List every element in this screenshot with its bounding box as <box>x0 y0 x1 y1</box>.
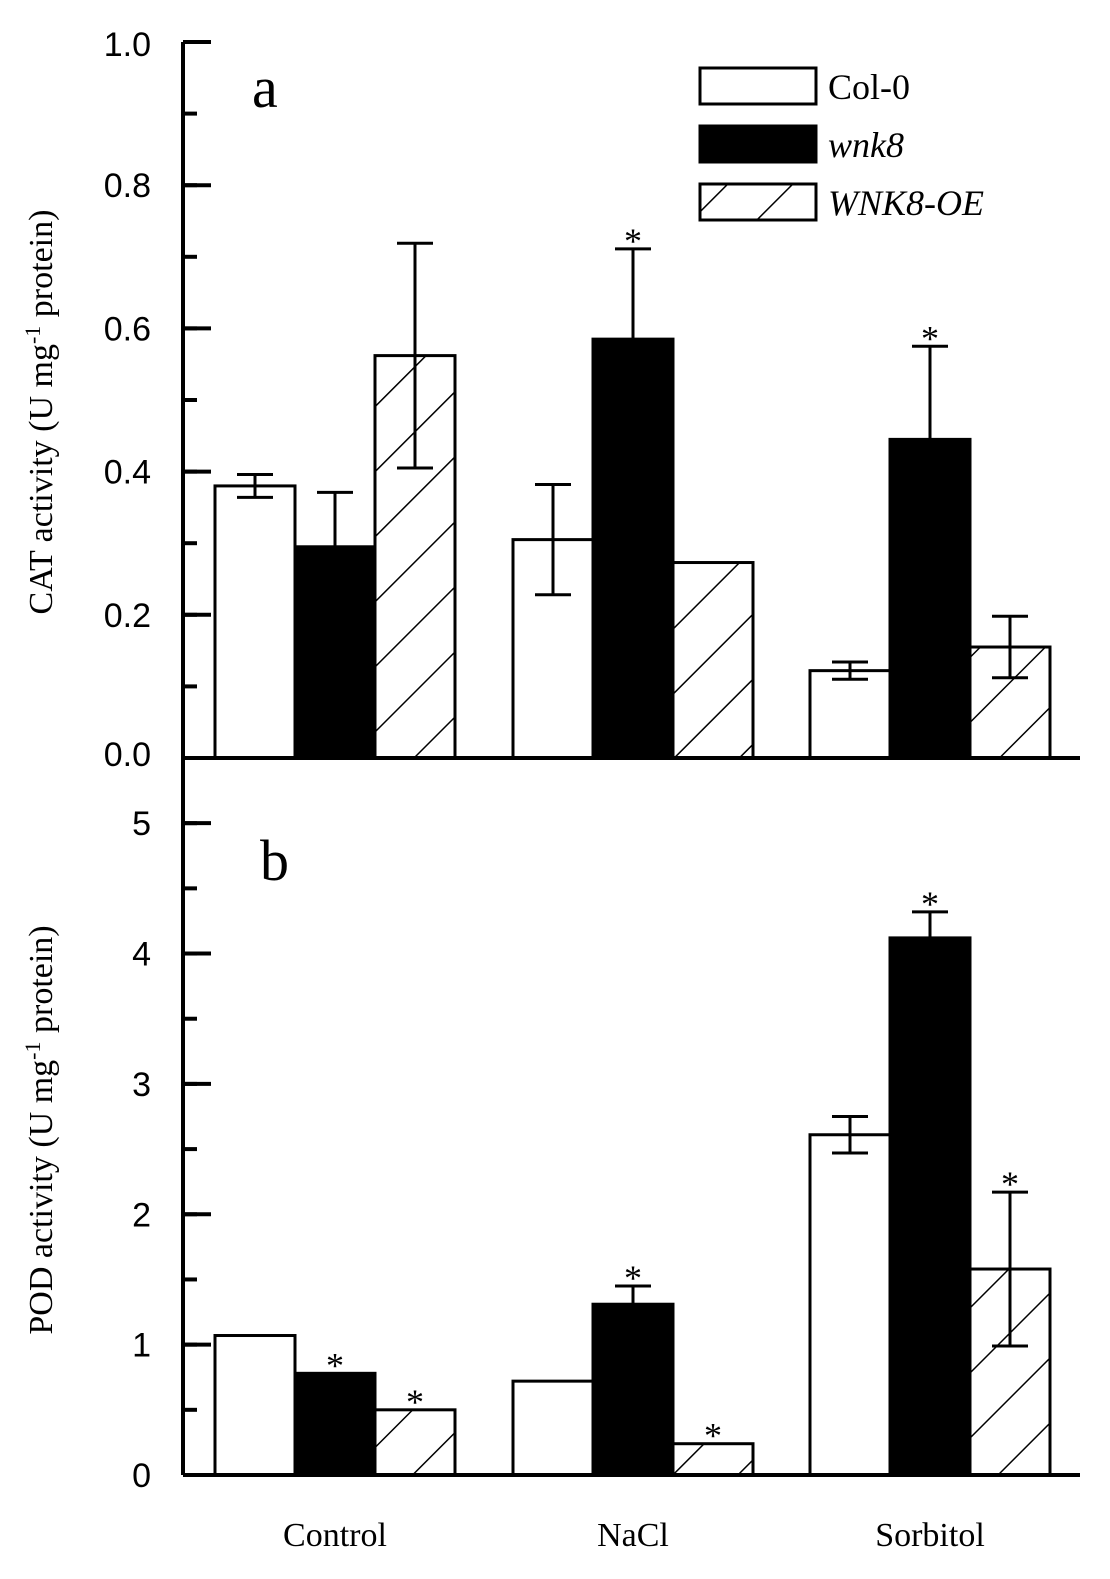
significance-star-control-wnk8: * <box>326 1345 344 1385</box>
bar-nacl-col-0 <box>511 1379 595 1477</box>
bar-sorbitol-wnk8 <box>888 936 972 1477</box>
y-tick-label-a: 1.0 <box>104 26 151 64</box>
y-tick-label-b: 5 <box>132 805 151 843</box>
legend-swatch-wnk8 <box>698 124 818 164</box>
significance-star-nacl-wnk8: * <box>624 221 642 261</box>
x-category-labels: Control NaCl Sorbitol <box>283 1517 985 1554</box>
panel-b-y-axis-title: POD activity (U mg-1 protein) <box>20 925 61 1334</box>
y-tick-label-a: 0.8 <box>104 167 151 205</box>
y-tick-label-b: 1 <box>132 1327 151 1365</box>
significance-star-sorbitol-wnk8-oe: * <box>1001 1164 1019 1204</box>
panel-a: a ** 0.00.20.40.60.81.0 CAT activity (U … <box>20 26 1080 774</box>
bar-sorbitol-col-0 <box>808 669 892 760</box>
y-tick-label-b: 4 <box>132 936 151 974</box>
x-label-nacl: NaCl <box>597 1517 669 1554</box>
panel-b: b * * * * * * 0 1 2 3 4 5 POD activity (U mg-1 pro… <box>20 756 1080 1495</box>
legend-label-wnk8-oe: WNK8-OE <box>828 183 984 223</box>
y-tick-label-a: 0.4 <box>104 454 151 492</box>
bar-nacl-wnk8 <box>591 1302 675 1477</box>
legend-swatch-wnk8-oe <box>698 182 818 222</box>
significance-star-control-wnk8-oe: * <box>406 1382 424 1422</box>
x-label-control: Control <box>283 1517 387 1554</box>
y-tick-label-b: 3 <box>132 1066 151 1104</box>
significance-star-sorbitol-wnk8: * <box>921 884 939 924</box>
y-tick-label-b: 2 <box>132 1196 151 1234</box>
bar-control-wnk8-oe <box>373 1408 457 1477</box>
x-label-sorbitol: Sorbitol <box>875 1517 985 1554</box>
y-tick-label-a: 0.2 <box>104 597 151 635</box>
y-tick-label-b: 0 <box>132 1457 151 1495</box>
panel-a-y-axis: 0.0 0.2 0.4 0.6 0.8 1.0 <box>104 26 1080 774</box>
significance-star-nacl-wnk8: * <box>624 1258 642 1298</box>
bar-control-wnk8 <box>293 1371 377 1477</box>
significance-star-nacl-wnk8-oe: * <box>704 1416 722 1456</box>
y-tick-label-a: 0.6 <box>104 310 151 348</box>
legend-label-wnk8: wnk8 <box>828 125 904 165</box>
bar-nacl-wnk8-oe <box>671 561 755 760</box>
bar-control-col-0 <box>213 484 297 760</box>
panel-a-y-axis-title: CAT activity (U mg-1 protein) <box>20 210 61 615</box>
y-tick-label-a: 0.0 <box>104 736 151 774</box>
panel-a-label: a <box>252 55 278 120</box>
legend-swatch-col-0 <box>698 66 818 106</box>
panel-b-label: b <box>260 828 289 893</box>
legend-label-col-0: Col-0 <box>828 67 910 107</box>
significance-star-sorbitol-wnk8: * <box>921 318 939 358</box>
panel-b-bars: * * * * * * <box>213 884 1052 1477</box>
bar-sorbitol-col-0 <box>808 1133 892 1477</box>
legend: Col-0 wnk8 WNK8-OE <box>698 66 984 223</box>
panel-a-bars: ** <box>213 221 1052 760</box>
bar-control-col-0 <box>213 1334 297 1477</box>
panel-b-y-axis: 0 1 2 3 4 5 <box>132 756 1080 1495</box>
